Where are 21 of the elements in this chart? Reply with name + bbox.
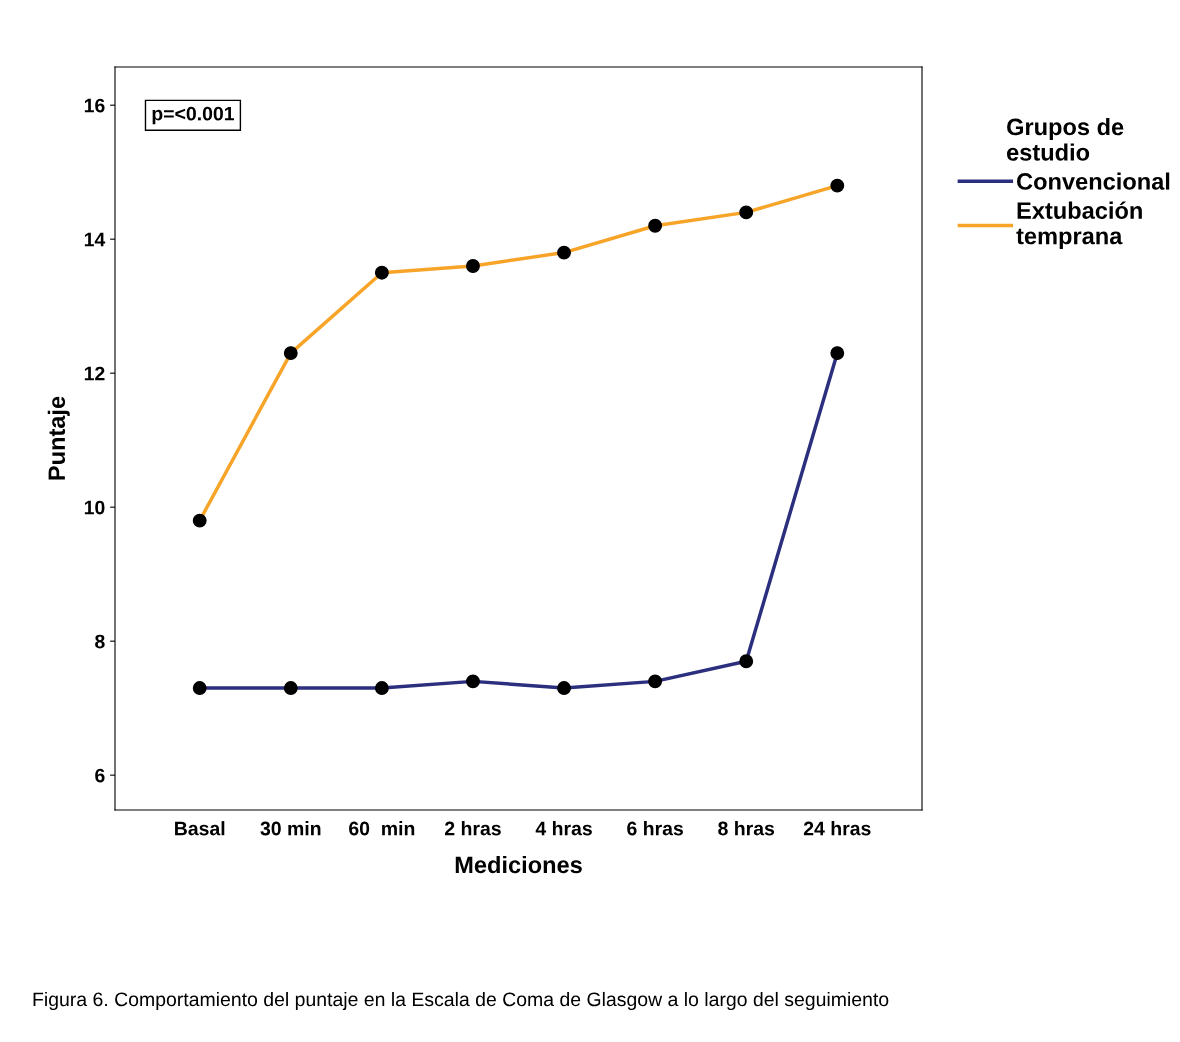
y-tick-label: 10 bbox=[84, 500, 105, 515]
x-tick-label: 4 hras bbox=[535, 821, 592, 836]
x-tick-label: 30 min bbox=[260, 821, 321, 836]
x-tick-label: 60 min bbox=[349, 821, 415, 836]
y-tick-label: 16 bbox=[84, 98, 105, 113]
y-tick-label: 6 bbox=[95, 768, 105, 783]
x-tick-label: 2 hras bbox=[444, 821, 501, 836]
y-tick-label: 12 bbox=[84, 366, 105, 381]
annotation: p=<0.001 bbox=[152, 106, 235, 125]
x-axis-title: Mediciones bbox=[455, 855, 582, 874]
legend-label: Extubación temprana bbox=[1016, 201, 1142, 250]
y-axis-title: Puntaje bbox=[47, 396, 70, 480]
x-tick-label: 6 hras bbox=[627, 821, 683, 836]
legend-title: Grupos de estudio bbox=[1007, 117, 1124, 161]
legend-label: Convencional bbox=[1017, 172, 1170, 190]
y-tick-label: 14 bbox=[84, 232, 106, 247]
y-tick-label: 8 bbox=[95, 634, 105, 649]
x-tick-label: 24 hras bbox=[803, 821, 871, 836]
x-tick-label: 8 hras bbox=[718, 821, 775, 836]
text: Figura 6. Comportamiento del puntaje en la Escala de Coma de Glasgow a lo largo del seguimiento bbox=[33, 991, 889, 1011]
x-tick-label: Basal bbox=[175, 821, 225, 836]
